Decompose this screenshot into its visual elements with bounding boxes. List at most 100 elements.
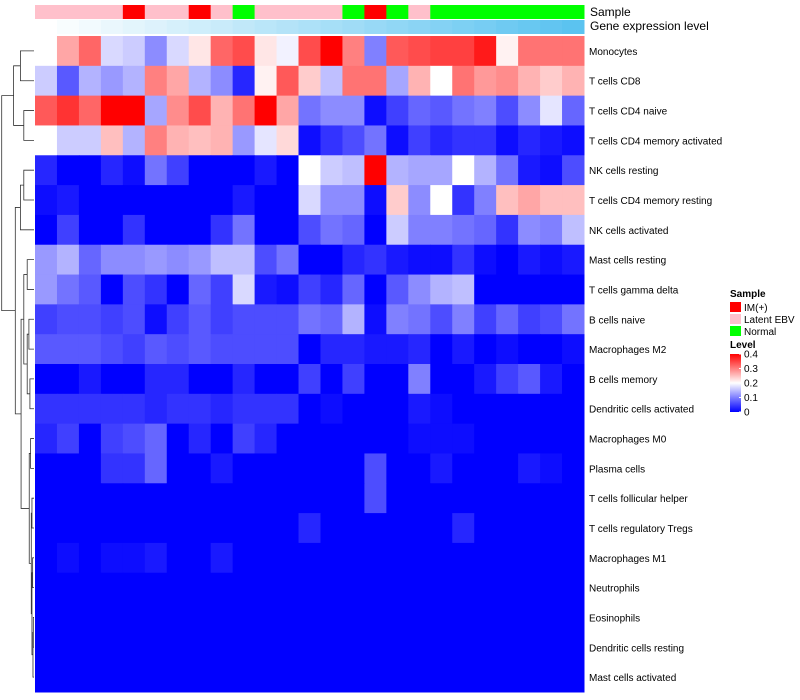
sample-legend-swatch: [730, 302, 741, 312]
heatmap-cell: [540, 662, 563, 693]
sample-cell: [144, 5, 168, 19]
heatmap-cell: [386, 572, 409, 604]
heatmap-cell: [166, 304, 190, 335]
heatmap-cell: [342, 274, 365, 305]
heatmap-cell: [210, 125, 234, 156]
heatmap-cell: [364, 304, 387, 335]
heatmap-cell: [518, 513, 541, 544]
sample-cell: [518, 5, 541, 19]
heatmap-cell: [562, 632, 585, 663]
row-label: T cells regulatory Tregs: [589, 524, 693, 535]
heatmap-cell: [408, 453, 431, 484]
heatmap-cell: [562, 95, 585, 126]
heatmap-cell: [298, 244, 321, 276]
heatmap-cell: [386, 423, 409, 454]
heatmap-cell: [276, 185, 300, 216]
heatmap-cell: [122, 274, 146, 305]
heatmap-cell: [210, 572, 234, 604]
heatmap-cell: [144, 453, 168, 484]
heatmap-cell: [320, 185, 343, 216]
heatmap-cell: [122, 602, 146, 633]
heatmap-cell: [232, 364, 256, 395]
gene-level-cell: [562, 20, 585, 34]
row-label: T cells CD4 naive: [589, 107, 668, 118]
row-label: Macrophages M2: [589, 345, 667, 356]
heatmap-cell: [342, 185, 365, 216]
heatmap-cell: [100, 632, 124, 663]
heatmap-cell: [210, 334, 234, 365]
heatmap-cell: [408, 513, 431, 544]
gene-level-cell: [518, 20, 541, 34]
heatmap-cell: [35, 364, 58, 395]
heatmap-cell: [144, 632, 168, 663]
heatmap-cell: [562, 334, 585, 365]
heatmap-cell: [342, 483, 365, 514]
heatmap-cell: [430, 423, 453, 454]
heatmap-cell: [276, 65, 300, 97]
heatmap-cell: [386, 65, 409, 97]
sample-cell: [188, 5, 212, 19]
heatmap-cell: [474, 95, 497, 126]
heatmap-cell: [298, 572, 321, 604]
heatmap-cell: [496, 125, 519, 156]
heatmap-cell: [342, 125, 365, 156]
heatmap-cell: [430, 602, 453, 633]
heatmap-cell: [320, 542, 343, 574]
heatmap-cell: [56, 393, 80, 425]
heatmap-cell: [496, 542, 519, 574]
heatmap-cell: [78, 185, 102, 216]
heatmap-cell: [474, 602, 497, 633]
heatmap-cell: [452, 155, 475, 186]
heatmap-cell: [210, 662, 234, 693]
heatmap-cell: [518, 274, 541, 305]
heatmap-cell: [232, 662, 256, 693]
heatmap-cell: [540, 304, 563, 335]
heatmap-cell: [364, 632, 387, 663]
heatmap-cell: [518, 542, 541, 574]
row-label: Mast cells resting: [589, 256, 666, 267]
heatmap-cell: [320, 304, 343, 335]
heatmap-cell: [78, 602, 102, 633]
row-label: Plasma cells: [589, 464, 645, 475]
heatmap-cell: [166, 542, 190, 574]
sample-cell: [430, 5, 453, 19]
heatmap-cell: [408, 274, 431, 305]
heatmap-cell: [144, 214, 168, 246]
heatmap-cell: [232, 632, 256, 663]
heatmap-cell: [342, 36, 365, 67]
heatmap-cell: [100, 125, 124, 156]
heatmap-cell: [56, 95, 80, 126]
heatmap-cell: [100, 334, 124, 365]
heatmap-cell: [342, 632, 365, 663]
heatmap-cell: [408, 572, 431, 604]
sample-cell: [562, 5, 585, 19]
heatmap-cell: [518, 155, 541, 186]
heatmap-cell: [78, 662, 102, 693]
gene-level-cell: [430, 20, 453, 34]
heatmap-cell: [298, 36, 321, 67]
heatmap-cell: [364, 65, 387, 97]
row-labels: Monocytes T cells CD8 T cells CD4 naive T c…: [589, 47, 722, 684]
heatmap-cell: [562, 602, 585, 633]
heatmap-cell: [100, 274, 124, 305]
heatmap-cell: [518, 214, 541, 246]
heatmap-cell: [210, 513, 234, 544]
heatmap-cell: [364, 36, 387, 67]
heatmap-cell: [452, 36, 475, 67]
heatmap-cell: [496, 155, 519, 186]
heatmap-cell: [122, 632, 146, 663]
dendrogram-link: [23, 169, 34, 201]
heatmap-cell: [232, 572, 256, 604]
heatmap-cell: [56, 483, 80, 514]
row-label: Macrophages M0: [589, 435, 667, 446]
heatmap-cell: [276, 274, 300, 305]
heatmap-cell: [35, 65, 58, 97]
heatmap-cell: [320, 602, 343, 633]
heatmap-cell: [100, 155, 124, 186]
heatmap-cell: [56, 274, 80, 305]
heatmap-cell: [562, 125, 585, 156]
heatmap-cell: [474, 214, 497, 246]
dendrogram-link: [23, 110, 34, 141]
dendrogram-link: [32, 617, 34, 648]
heatmap-cell: [364, 423, 387, 454]
